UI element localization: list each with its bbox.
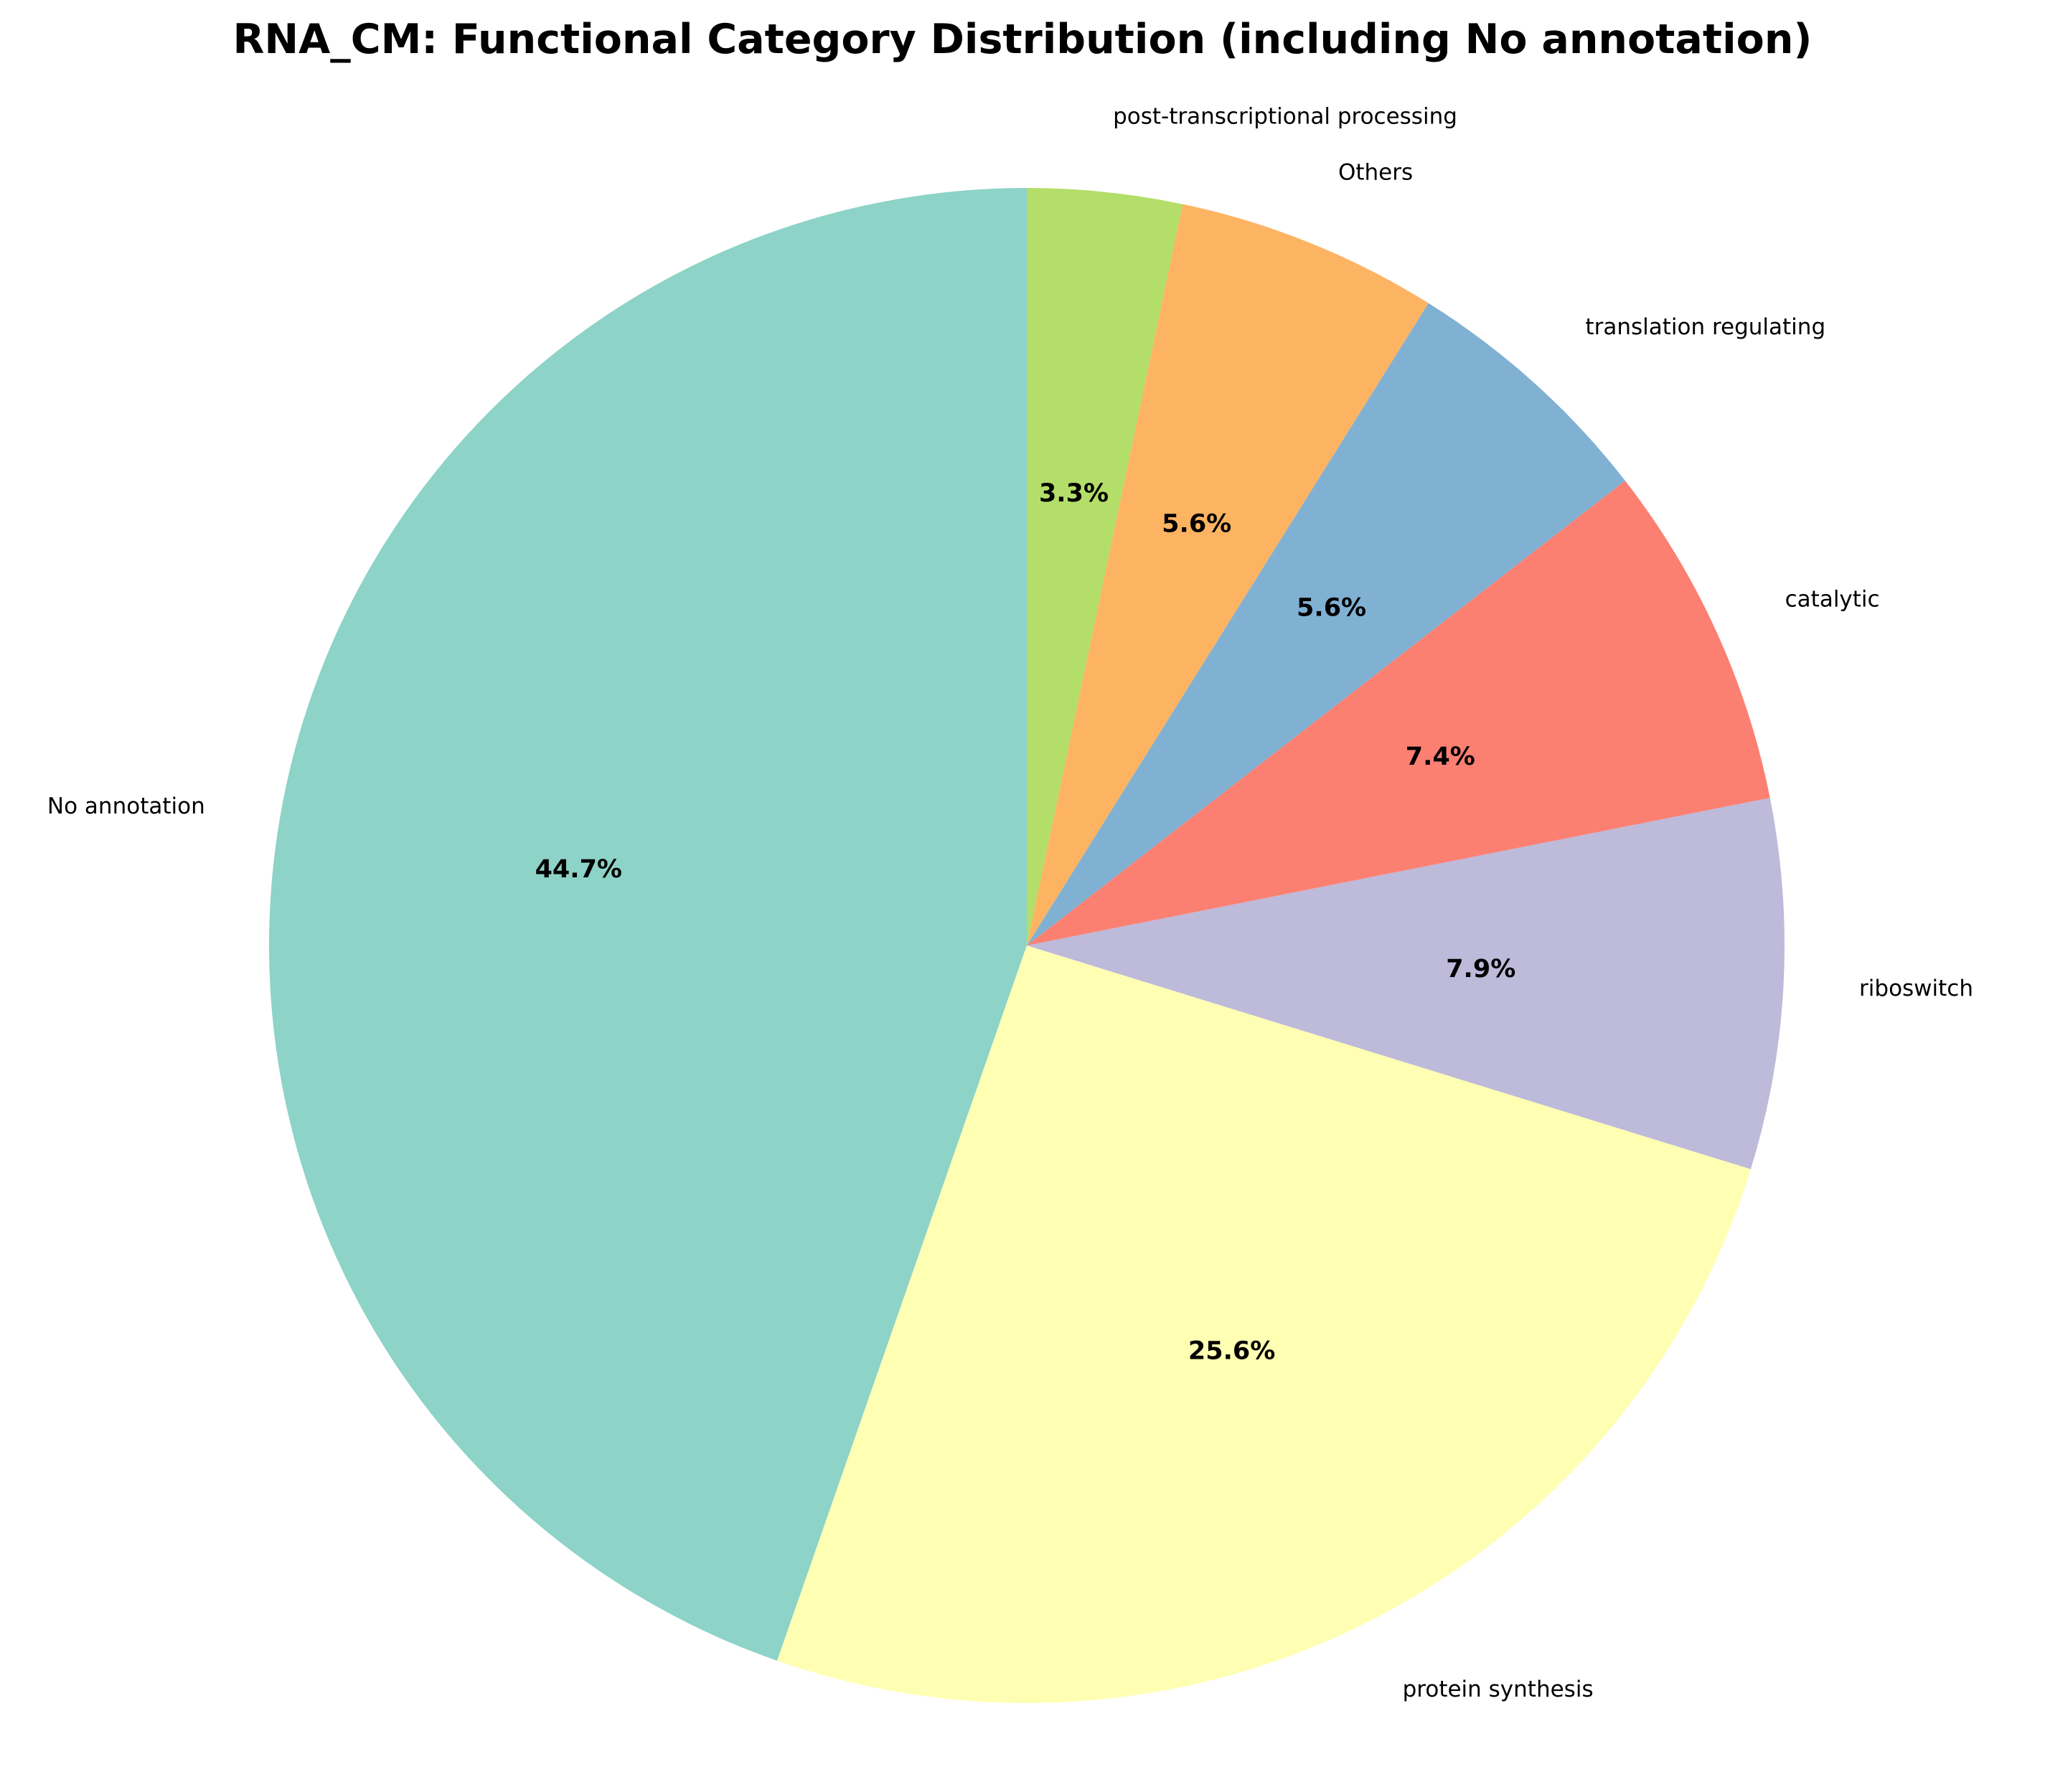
category-label-catalytic: catalytic <box>1785 586 1880 612</box>
category-label-no-annotation: No annotation <box>47 793 205 819</box>
pie-slices <box>268 188 1785 1704</box>
category-labels: No annotation protein synthesis riboswitch… <box>47 104 1973 1702</box>
percent-label-post-transcriptional-processing: 3.3% <box>1039 479 1109 508</box>
pie-slice-riboswitch <box>1027 798 1785 1169</box>
category-label-riboswitch: riboswitch <box>1859 976 1973 1001</box>
pie-slice-translation-regulating <box>1027 303 1625 945</box>
percent-label-no-annotation: 44.7% <box>535 855 622 884</box>
pie-slice-post-transcriptional-processing <box>1027 188 1183 945</box>
percent-label-protein-synthesis: 25.6% <box>1188 1337 1275 1366</box>
chart-title: RNA_CM: Functional Category Distribution… <box>233 16 1813 63</box>
percent-label-riboswitch: 7.9% <box>1446 955 1515 984</box>
percent-label-translation-regulating: 5.6% <box>1297 594 1366 623</box>
percent-label-catalytic: 7.4% <box>1406 742 1475 771</box>
percent-label-others: 5.6% <box>1162 509 1231 538</box>
category-label-post-transcriptional-processing: post-transcriptional processing <box>1113 104 1457 130</box>
pie-slice-no-annotation <box>268 188 1027 1661</box>
category-label-translation-regulating: translation regulating <box>1585 314 1825 340</box>
pie-slice-others <box>1027 204 1429 946</box>
pie-slice-catalytic <box>1027 481 1770 945</box>
category-label-others: Others <box>1338 160 1413 186</box>
category-label-protein-synthesis: protein synthesis <box>1403 1677 1594 1702</box>
pie-slice-protein-synthesis <box>777 945 1751 1704</box>
percent-labels: 44.7% 25.6% 7.9% 7.4% 5.6% 5.6% 3.3% <box>535 479 1516 1366</box>
